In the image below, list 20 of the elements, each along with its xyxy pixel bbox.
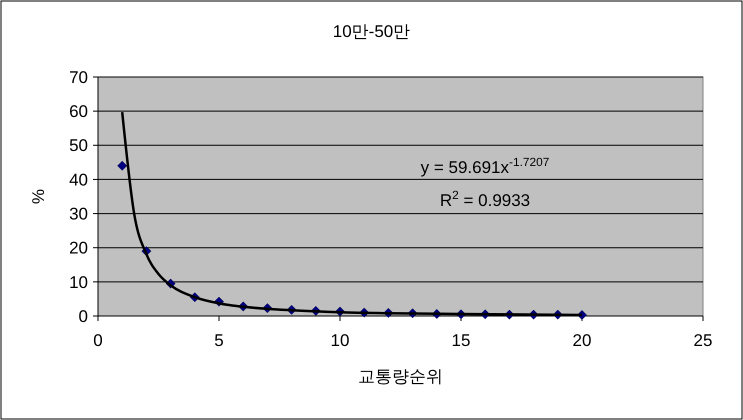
y-tick-label: 40 xyxy=(69,170,88,190)
y-tick-label: 30 xyxy=(69,204,88,224)
x-tick-label: 10 xyxy=(330,331,350,350)
annotation: y = 59.691x$^{-1.7207}$ xyxy=(420,155,550,177)
annotation: R$^{2}$ = 0.9933 xyxy=(440,188,530,210)
y-tick-label: 20 xyxy=(69,238,88,258)
x-tick-label: 0 xyxy=(93,331,103,350)
x-tick-label: 20 xyxy=(572,331,592,350)
x-axis-title: 교통량순위 xyxy=(358,367,443,386)
y-tick-label: 10 xyxy=(69,272,88,292)
y-tick-label: 50 xyxy=(69,136,88,156)
x-tick-label: 5 xyxy=(214,331,224,350)
x-tick-label: 15 xyxy=(452,331,470,350)
y-tick-label: 70 xyxy=(69,68,88,87)
point xyxy=(117,160,128,171)
y-tick-label: 0 xyxy=(78,306,88,326)
x-tick-label: 25 xyxy=(694,331,712,350)
y-tick-label: 60 xyxy=(69,102,88,122)
chart-title: 10만-50만 xyxy=(332,22,410,41)
y-axis-title: % xyxy=(29,188,48,204)
